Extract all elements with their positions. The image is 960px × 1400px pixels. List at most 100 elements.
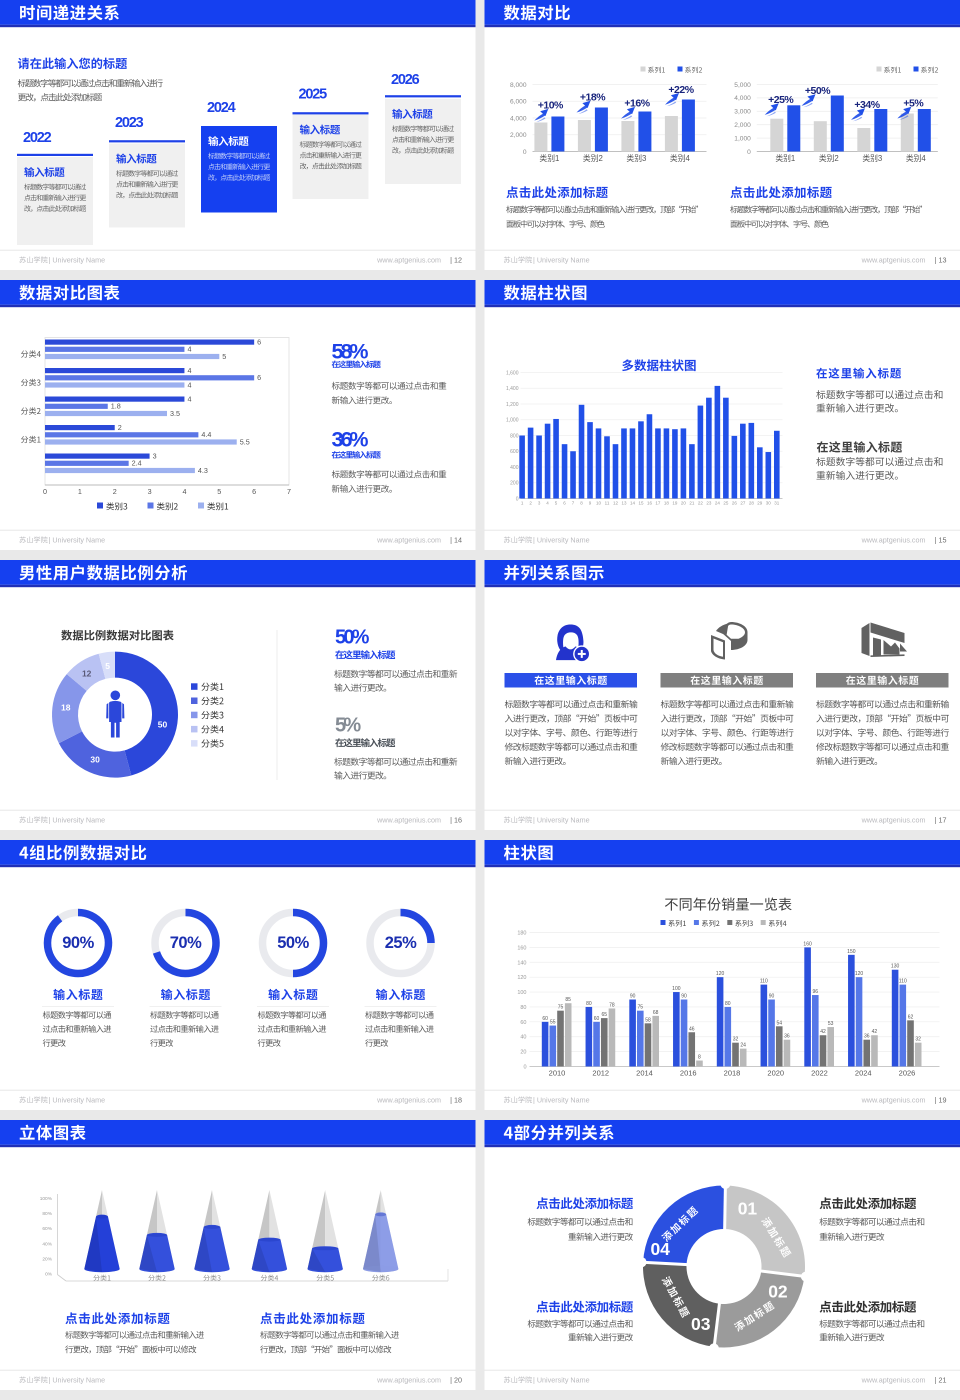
svg-text:+16%: +16% xyxy=(624,98,650,110)
svg-text:2: 2 xyxy=(118,423,122,432)
svg-text:60: 60 xyxy=(594,1016,600,1022)
svg-text:27: 27 xyxy=(740,501,746,506)
svg-text:18: 18 xyxy=(664,501,670,506)
svg-text:2022: 2022 xyxy=(23,130,52,146)
svg-text:6,000: 6,000 xyxy=(510,99,527,106)
svg-text:100: 100 xyxy=(517,990,526,996)
svg-text:2024: 2024 xyxy=(855,1069,872,1078)
svg-text:65: 65 xyxy=(601,1012,607,1018)
svg-text:6: 6 xyxy=(257,373,261,382)
svg-text:| University Name: | University Name xyxy=(533,816,590,825)
svg-text:1,600: 1,600 xyxy=(506,370,519,376)
svg-text:90%: 90% xyxy=(62,934,94,952)
svg-text:80: 80 xyxy=(725,1001,731,1007)
svg-text:24: 24 xyxy=(740,1043,746,1049)
svg-text:17: 17 xyxy=(655,501,661,506)
svg-text:2026: 2026 xyxy=(391,72,420,88)
svg-text:2010: 2010 xyxy=(549,1069,566,1078)
svg-text:www.aptgenius.com: www.aptgenius.com xyxy=(861,816,926,825)
svg-text:6: 6 xyxy=(563,501,566,506)
svg-text:02: 02 xyxy=(768,1282,788,1302)
svg-text:类别2: 类别2 xyxy=(583,153,603,163)
svg-text:| 18: | 18 xyxy=(450,1096,462,1105)
svg-text:7: 7 xyxy=(287,487,291,496)
svg-text:www.aptgenius.com: www.aptgenius.com xyxy=(376,536,441,545)
svg-text:60: 60 xyxy=(520,1020,526,1026)
svg-text:类别1: 类别1 xyxy=(775,153,795,163)
svg-text:140: 140 xyxy=(517,960,526,966)
svg-text:54: 54 xyxy=(776,1020,782,1026)
svg-text:5: 5 xyxy=(555,501,558,506)
svg-text:150: 150 xyxy=(847,949,856,955)
svg-text:类别4: 类别4 xyxy=(670,153,691,163)
svg-text:62: 62 xyxy=(908,1014,914,1020)
svg-text:4: 4 xyxy=(187,345,191,354)
svg-text:4: 4 xyxy=(187,366,191,375)
svg-text:32: 32 xyxy=(733,1037,739,1043)
svg-text:58: 58 xyxy=(645,1017,651,1023)
svg-text:www.aptgenius.com: www.aptgenius.com xyxy=(861,1096,926,1105)
svg-text:800: 800 xyxy=(510,433,519,439)
svg-text:www.aptgenius.com: www.aptgenius.com xyxy=(376,1096,441,1105)
svg-text:42: 42 xyxy=(872,1029,878,1035)
svg-text:600: 600 xyxy=(510,449,519,455)
svg-text:3: 3 xyxy=(148,487,152,496)
svg-text:4.3: 4.3 xyxy=(198,466,208,475)
svg-text:类别3: 类别3 xyxy=(862,153,882,163)
svg-text:2012: 2012 xyxy=(592,1069,609,1078)
svg-text:0: 0 xyxy=(747,149,751,156)
svg-text:1: 1 xyxy=(78,487,82,496)
svg-text:www.aptgenius.com: www.aptgenius.com xyxy=(861,536,926,545)
svg-text:| University Name: | University Name xyxy=(49,1376,106,1385)
svg-text:16: 16 xyxy=(647,501,653,506)
svg-text:| 13: | 13 xyxy=(935,256,947,265)
svg-text:12: 12 xyxy=(82,668,92,678)
svg-text:+5%: +5% xyxy=(903,98,924,110)
svg-text:2: 2 xyxy=(529,501,532,506)
svg-text:类别4: 类别4 xyxy=(906,153,927,163)
svg-text:4: 4 xyxy=(182,487,186,496)
svg-text:+22%: +22% xyxy=(668,84,694,96)
svg-text:22: 22 xyxy=(698,501,704,506)
svg-text:19: 19 xyxy=(672,501,678,506)
svg-text:180: 180 xyxy=(517,931,526,937)
svg-text:50%: 50% xyxy=(277,934,309,952)
svg-text:130: 130 xyxy=(891,964,900,970)
svg-text:30: 30 xyxy=(90,754,100,764)
svg-text:32: 32 xyxy=(915,1037,921,1043)
svg-text:11: 11 xyxy=(605,501,610,506)
svg-text:90: 90 xyxy=(681,994,687,1000)
svg-text:| University Name: | University Name xyxy=(49,256,106,265)
svg-text:5,000: 5,000 xyxy=(734,82,751,89)
svg-text:1,400: 1,400 xyxy=(506,386,519,392)
svg-text:75: 75 xyxy=(558,1005,564,1011)
svg-text:3.5: 3.5 xyxy=(170,409,180,418)
svg-text:03: 03 xyxy=(691,1314,711,1334)
svg-text:www.aptgenius.com: www.aptgenius.com xyxy=(376,256,441,265)
svg-text:15: 15 xyxy=(638,501,644,506)
svg-text:2014: 2014 xyxy=(636,1069,653,1078)
svg-text:2025: 2025 xyxy=(299,87,328,103)
svg-text:50%: 50% xyxy=(335,627,370,649)
svg-text:2018: 2018 xyxy=(724,1069,741,1078)
svg-text:120: 120 xyxy=(716,971,725,977)
svg-text:| University Name: | University Name xyxy=(49,536,106,545)
svg-text:100%: 100% xyxy=(40,1196,53,1202)
svg-text:2016: 2016 xyxy=(680,1069,697,1078)
svg-text:1: 1 xyxy=(521,501,524,506)
svg-text:5: 5 xyxy=(217,487,221,496)
svg-text:2022: 2022 xyxy=(811,1069,828,1078)
svg-text:| 15: | 15 xyxy=(935,536,947,545)
svg-text:2020: 2020 xyxy=(767,1069,784,1078)
svg-text:90: 90 xyxy=(769,994,775,1000)
svg-text:31: 31 xyxy=(774,501,780,506)
svg-text:3: 3 xyxy=(153,452,157,461)
svg-text:30: 30 xyxy=(766,501,772,506)
svg-text:110: 110 xyxy=(760,979,768,985)
svg-text:36: 36 xyxy=(784,1034,790,1040)
svg-text:200: 200 xyxy=(510,481,519,487)
svg-text:| 12: | 12 xyxy=(450,256,462,265)
svg-text:04: 04 xyxy=(650,1239,670,1259)
svg-text:6: 6 xyxy=(257,338,261,347)
svg-text:0: 0 xyxy=(523,149,527,156)
